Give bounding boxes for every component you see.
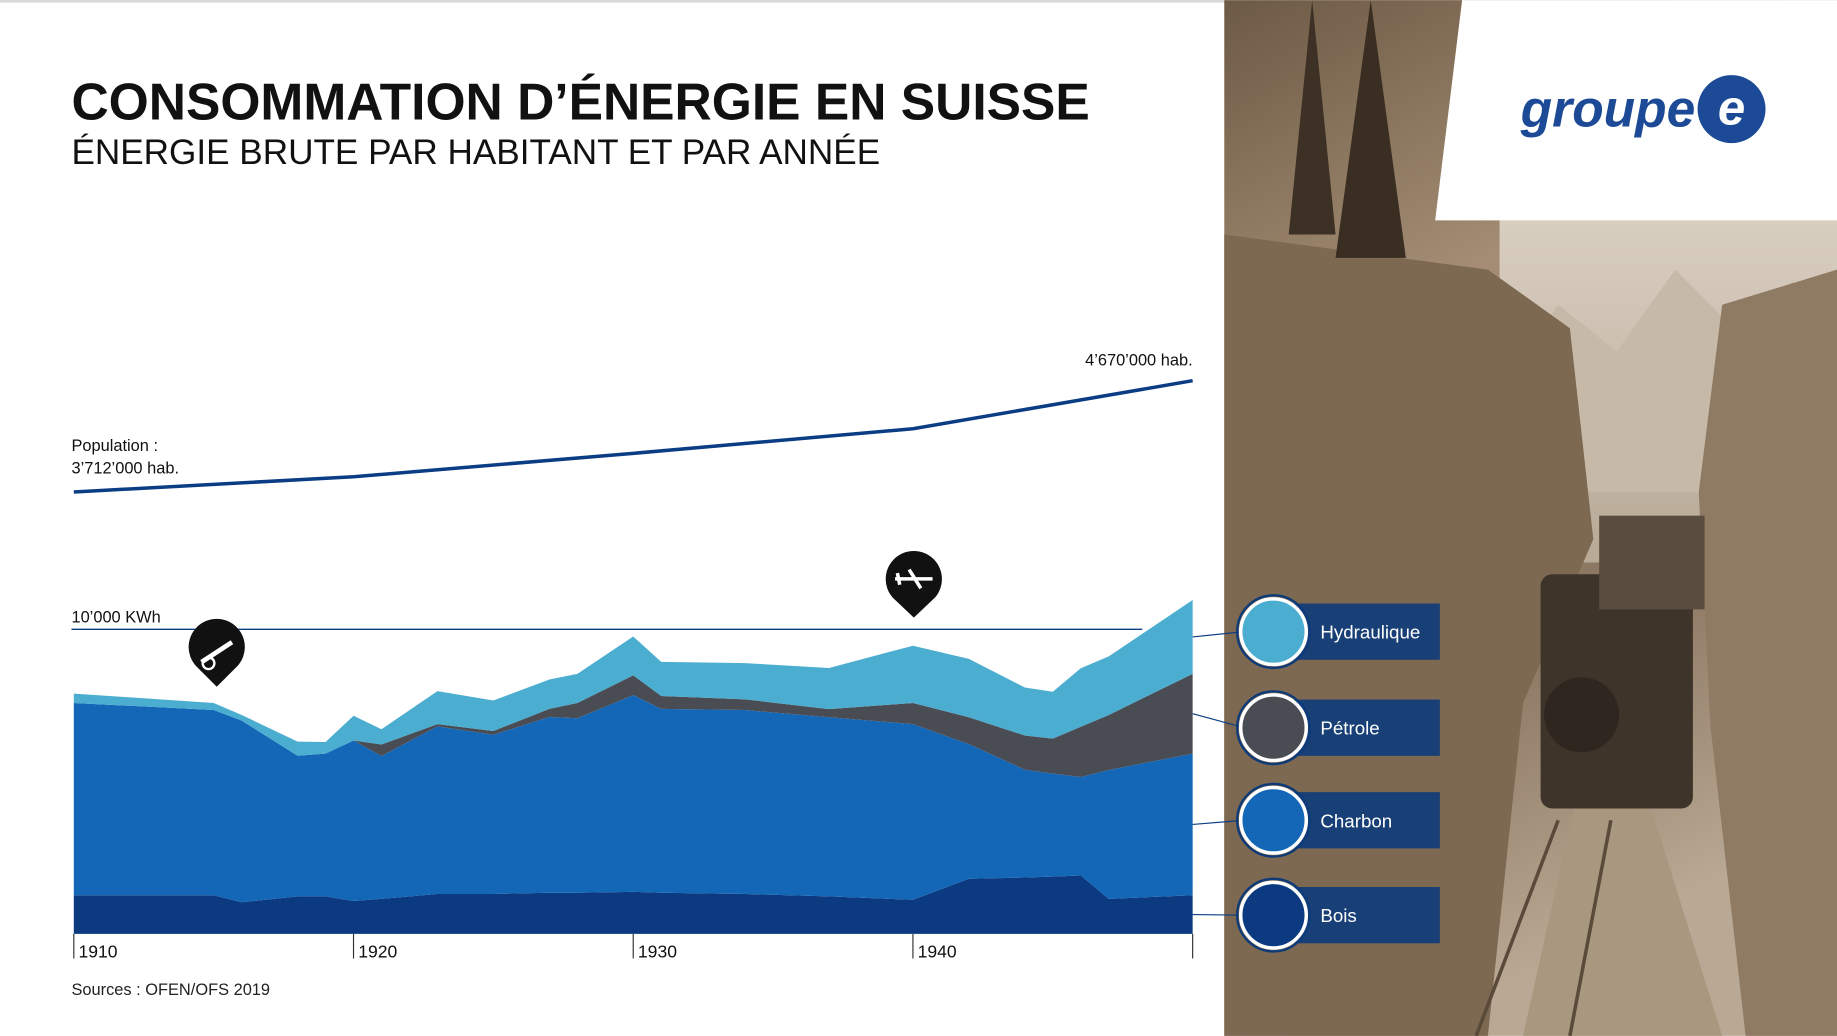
legend-label: Pétrole (1320, 718, 1379, 739)
logo-circle (1697, 75, 1766, 144)
value-label: 4’670’000 hab. (1085, 351, 1193, 369)
x-tick-label: 1920 (358, 941, 397, 961)
x-tick-label: 1910 (78, 941, 117, 961)
photo-train-car (1599, 515, 1705, 610)
population-label: Population : (71, 437, 158, 455)
area (73, 875, 1193, 934)
legend-label: Charbon (1320, 810, 1392, 831)
legend-label: Bois (1320, 905, 1356, 926)
legend-icon-ring (1235, 877, 1311, 953)
legend-icon (1238, 693, 1309, 763)
legend-icon-ring (1235, 594, 1311, 670)
photo-rail (1568, 819, 1613, 1036)
photo-track (1523, 773, 1723, 1036)
legend-label: Hydraulique (1320, 622, 1420, 643)
legend-leader (1192, 913, 1245, 916)
legend-icon-ring (1235, 782, 1311, 858)
chart-subtitle: ÉNERGIE BRUTE PAR HABITANT ET PAR ANNÉE (71, 133, 880, 172)
x-tick-label: 1930 (638, 941, 677, 961)
legend-leader (1192, 819, 1245, 825)
photo-rock-right (1698, 269, 1837, 1036)
population-line (73, 378, 1193, 494)
photo-rail (1474, 819, 1560, 1036)
area (73, 695, 1193, 903)
x-tick-label: 1940 (918, 941, 957, 961)
photo-tree (1335, 0, 1406, 258)
logo-word: groupe (1520, 80, 1696, 138)
legend-leader (1192, 713, 1245, 729)
source: Sources : OFEN/OFS 2019 (71, 981, 270, 999)
y-tick-label: 10’000 KWh (71, 608, 160, 626)
chart-title: CONSOMMATION D’ÉNERGIE EN SUISSE (71, 73, 1089, 131)
logo-letter: e (1718, 80, 1745, 135)
value-label: 3’712’000 hab. (71, 459, 179, 477)
photo: groupe e (1224, 0, 1837, 1036)
legend-icon-ring (1235, 690, 1311, 766)
event-pin (188, 618, 245, 687)
legend-leader (1192, 631, 1245, 638)
legend-icon (1238, 597, 1309, 667)
legend-icon (1238, 785, 1309, 855)
plot: 10’000 KWh 1910 1920 1930 1940 Population : 3’… (71, 351, 1194, 961)
photo-locomotive (1544, 677, 1620, 753)
event-pin (885, 550, 942, 618)
logo-panel (1435, 0, 1837, 221)
photo-tree (1288, 0, 1336, 235)
area (73, 673, 1193, 778)
area (73, 600, 1193, 756)
legend-icon (1238, 880, 1309, 950)
